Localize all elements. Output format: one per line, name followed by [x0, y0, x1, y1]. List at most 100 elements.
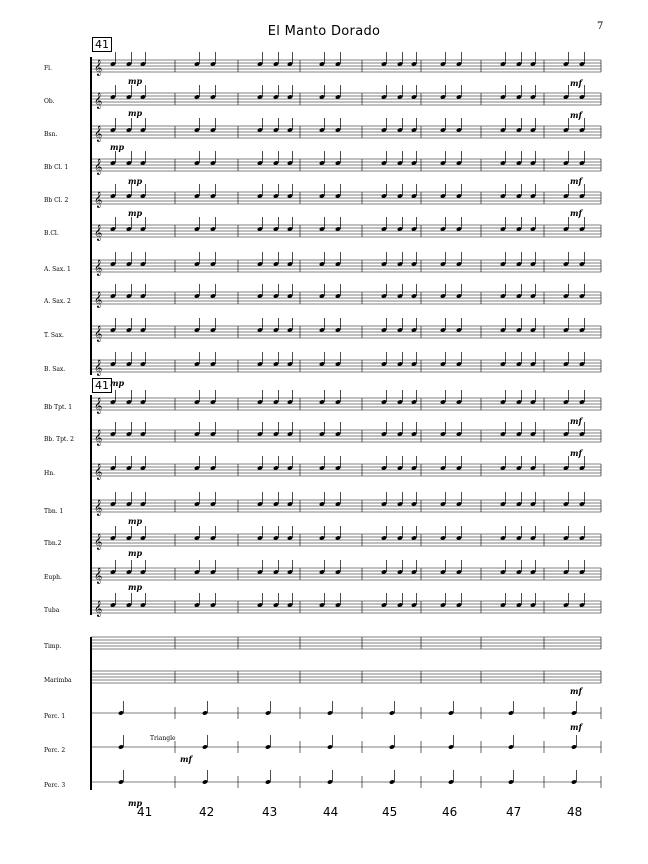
instrument-label-clarinet-1: Bb Cl. 1 [44, 164, 69, 171]
measure-number: 42 [199, 805, 215, 819]
notehead [110, 536, 116, 540]
notehead [110, 294, 116, 298]
dynamic-mp-trombone-1: mp [128, 516, 142, 526]
notehead [287, 194, 293, 198]
instrument-label-trumpet-2: Bb. Tpt. 2 [44, 436, 74, 443]
notehead [319, 262, 325, 266]
notehead [210, 128, 216, 132]
notehead [516, 62, 522, 66]
notehead [397, 536, 403, 540]
notehead [516, 95, 522, 99]
notehead [516, 294, 522, 298]
notehead [456, 362, 462, 366]
dynamic-mf-clarinet-1: mf [570, 176, 583, 186]
notehead [381, 262, 387, 266]
notehead [381, 466, 387, 470]
dynamic-mp-percussion-3: mp [128, 798, 142, 808]
notehead [273, 194, 279, 198]
instrument-label-alto-sax-1: A. Sax. 1 [44, 266, 71, 273]
notehead [579, 502, 585, 506]
instrument-label-clarinet-2: Bb Cl. 2 [44, 197, 69, 204]
notehead [571, 711, 577, 715]
notehead [287, 432, 293, 436]
notehead [194, 294, 200, 298]
dynamic-mp-bari-sax: mp [110, 378, 124, 388]
notehead [194, 328, 200, 332]
notehead [273, 328, 279, 332]
notehead [287, 536, 293, 540]
measure-number: 47 [506, 805, 522, 819]
notehead [126, 603, 132, 607]
notehead [140, 432, 146, 436]
notehead [456, 432, 462, 436]
notehead [257, 603, 263, 607]
notehead [194, 128, 200, 132]
notehead [335, 536, 341, 540]
notehead [500, 362, 506, 366]
notehead [571, 780, 577, 784]
notehead [257, 466, 263, 470]
notehead [110, 400, 116, 404]
notehead [319, 62, 325, 66]
notehead [516, 161, 522, 165]
notehead [500, 227, 506, 231]
notehead [563, 62, 569, 66]
notehead [140, 128, 146, 132]
instrument-label-trombone-2: Tbn.2 [44, 540, 62, 547]
notehead [579, 603, 585, 607]
notehead [273, 466, 279, 470]
notehead [530, 294, 536, 298]
notehead [456, 400, 462, 404]
notehead [335, 294, 341, 298]
notehead [500, 328, 506, 332]
notehead [194, 227, 200, 231]
notehead [516, 128, 522, 132]
notehead [411, 432, 417, 436]
notehead [327, 711, 333, 715]
notehead [530, 603, 536, 607]
notehead [440, 128, 446, 132]
notehead [411, 400, 417, 404]
instrument-label-tuba: Tuba [44, 607, 60, 614]
notehead [335, 432, 341, 436]
instrument-label-bass-clarinet: B.Cl. [44, 230, 59, 237]
dynamic-mf-marimba: mf [570, 686, 583, 696]
notehead [456, 128, 462, 132]
notehead [287, 570, 293, 574]
notehead [500, 502, 506, 506]
notehead [397, 603, 403, 607]
triangle-annotation: Triangle [150, 735, 176, 742]
notehead [273, 95, 279, 99]
notehead [273, 570, 279, 574]
notehead [126, 262, 132, 266]
notehead [397, 502, 403, 506]
notehead [194, 400, 200, 404]
notehead [126, 128, 132, 132]
notehead [140, 95, 146, 99]
notehead [319, 95, 325, 99]
notehead [530, 194, 536, 198]
notehead [319, 502, 325, 506]
notehead [530, 466, 536, 470]
dynamic-mp-bassoon: mp [110, 142, 124, 152]
instrument-label-marimba: Marimba [44, 677, 72, 684]
dynamic-mp-trombone-2: mp [128, 548, 142, 558]
clef-icon: 𝄞 [94, 568, 102, 584]
notehead [389, 711, 395, 715]
notehead [579, 432, 585, 436]
notehead [530, 128, 536, 132]
notehead [440, 161, 446, 165]
notehead [126, 328, 132, 332]
notehead [210, 328, 216, 332]
notehead [440, 95, 446, 99]
notehead [456, 603, 462, 607]
notehead [335, 128, 341, 132]
instrument-label-horn: Hn. [44, 470, 56, 477]
notehead [530, 95, 536, 99]
notehead [194, 194, 200, 198]
notehead [381, 536, 387, 540]
notehead [140, 502, 146, 506]
notehead [319, 466, 325, 470]
notehead [500, 466, 506, 470]
notehead [194, 262, 200, 266]
